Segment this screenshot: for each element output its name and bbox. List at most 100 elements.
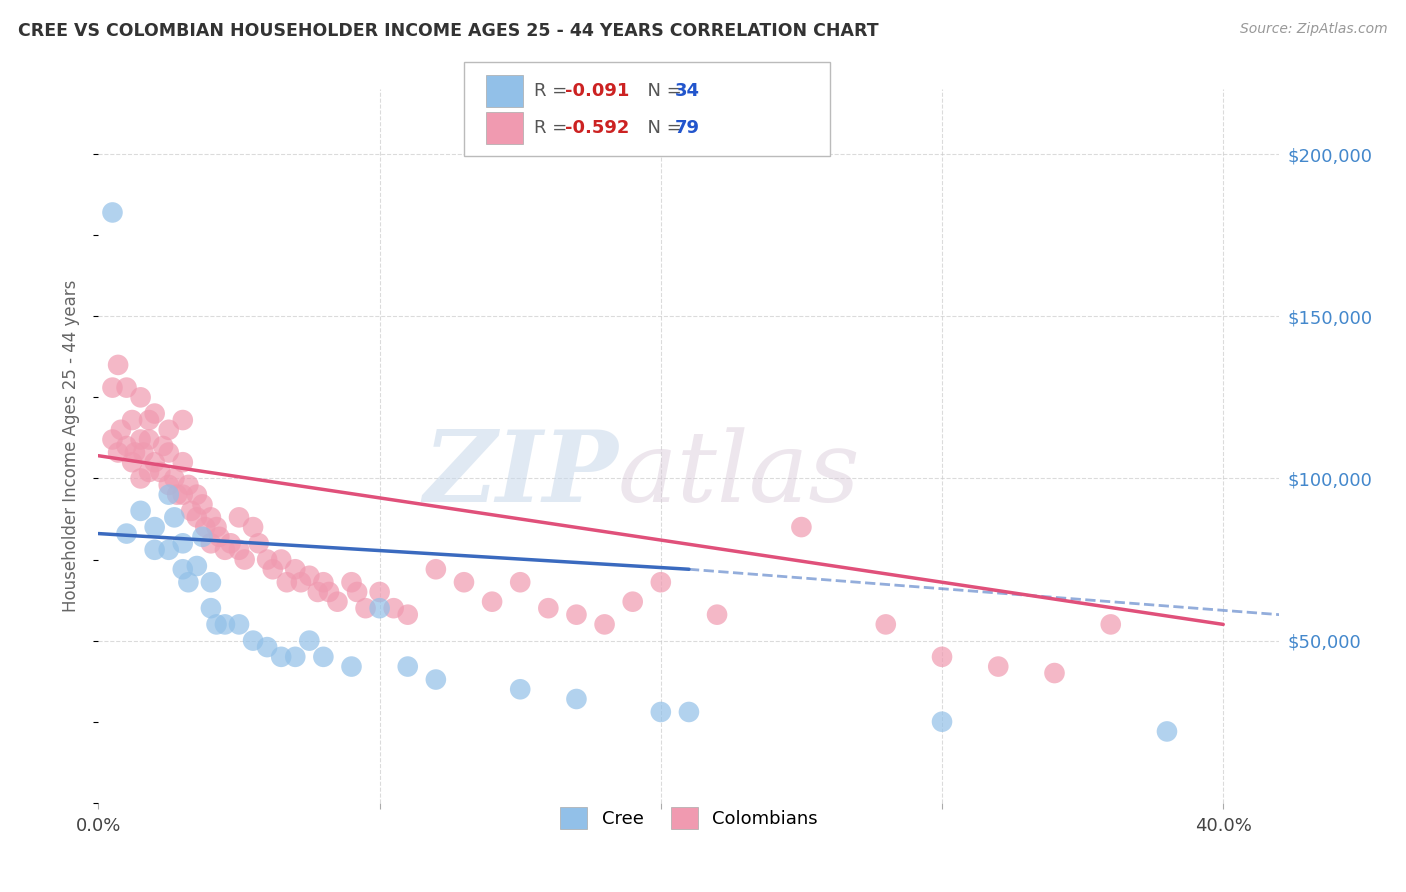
Point xyxy=(214,617,236,632)
Point xyxy=(180,504,202,518)
Point xyxy=(262,562,284,576)
Point xyxy=(115,526,138,541)
Point xyxy=(242,633,264,648)
Point xyxy=(354,601,377,615)
Point xyxy=(157,478,180,492)
Point xyxy=(200,575,222,590)
Point xyxy=(931,649,953,664)
Point xyxy=(186,488,208,502)
Point xyxy=(172,562,194,576)
Point xyxy=(177,575,200,590)
Point xyxy=(318,585,340,599)
Point xyxy=(143,407,166,421)
Point xyxy=(284,562,307,576)
Point xyxy=(368,601,391,615)
Point xyxy=(166,488,188,502)
Point xyxy=(163,471,186,485)
Point xyxy=(1043,666,1066,681)
Point xyxy=(298,568,321,582)
Point xyxy=(200,510,222,524)
Point xyxy=(200,601,222,615)
Point xyxy=(340,659,363,673)
Point xyxy=(186,559,208,574)
Point xyxy=(242,520,264,534)
Point xyxy=(214,542,236,557)
Point xyxy=(208,530,231,544)
Point xyxy=(200,536,222,550)
Point xyxy=(382,601,405,615)
Point xyxy=(284,649,307,664)
Point xyxy=(157,445,180,459)
Point xyxy=(172,455,194,469)
Point xyxy=(678,705,700,719)
Text: -0.592: -0.592 xyxy=(565,119,630,136)
Point xyxy=(312,575,335,590)
Point xyxy=(101,433,124,447)
Point xyxy=(101,381,124,395)
Point xyxy=(172,488,194,502)
Point xyxy=(163,510,186,524)
Point xyxy=(453,575,475,590)
Point xyxy=(396,659,419,673)
Point xyxy=(194,520,217,534)
Text: N =: N = xyxy=(636,119,688,136)
Point xyxy=(149,465,172,479)
Point xyxy=(157,542,180,557)
Point xyxy=(340,575,363,590)
Point xyxy=(138,413,160,427)
Point xyxy=(107,358,129,372)
Point xyxy=(290,575,312,590)
Text: 79: 79 xyxy=(675,119,700,136)
Point xyxy=(115,381,138,395)
Point xyxy=(138,465,160,479)
Point xyxy=(129,390,152,404)
Point xyxy=(509,682,531,697)
Point xyxy=(987,659,1010,673)
Point xyxy=(790,520,813,534)
Point xyxy=(650,575,672,590)
Point xyxy=(191,497,214,511)
Point xyxy=(143,455,166,469)
Point xyxy=(121,455,143,469)
Text: N =: N = xyxy=(636,82,688,100)
Text: 34: 34 xyxy=(675,82,700,100)
Point xyxy=(172,536,194,550)
Text: R =: R = xyxy=(534,119,574,136)
Point xyxy=(256,640,278,654)
Point xyxy=(143,542,166,557)
Point xyxy=(368,585,391,599)
Point xyxy=(115,439,138,453)
Point xyxy=(621,595,644,609)
Text: Source: ZipAtlas.com: Source: ZipAtlas.com xyxy=(1240,22,1388,37)
Point xyxy=(706,607,728,622)
Point xyxy=(425,562,447,576)
Point xyxy=(132,445,155,459)
Point xyxy=(205,520,228,534)
Point xyxy=(129,433,152,447)
Point xyxy=(481,595,503,609)
Point xyxy=(124,445,146,459)
Point xyxy=(172,413,194,427)
Point xyxy=(396,607,419,622)
Point xyxy=(346,585,368,599)
Text: -0.091: -0.091 xyxy=(565,82,630,100)
Point xyxy=(1099,617,1122,632)
Point xyxy=(205,617,228,632)
Point xyxy=(270,649,292,664)
Point xyxy=(110,423,132,437)
Point xyxy=(129,471,152,485)
Point xyxy=(256,552,278,566)
Point xyxy=(1156,724,1178,739)
Point xyxy=(650,705,672,719)
Text: atlas: atlas xyxy=(619,427,860,522)
Point xyxy=(129,504,152,518)
Point xyxy=(312,649,335,664)
Point xyxy=(931,714,953,729)
Point xyxy=(593,617,616,632)
Point xyxy=(537,601,560,615)
Point xyxy=(152,439,174,453)
Y-axis label: Householder Income Ages 25 - 44 years: Householder Income Ages 25 - 44 years xyxy=(62,280,80,612)
Point xyxy=(307,585,329,599)
Point xyxy=(228,510,250,524)
Point xyxy=(101,205,124,219)
